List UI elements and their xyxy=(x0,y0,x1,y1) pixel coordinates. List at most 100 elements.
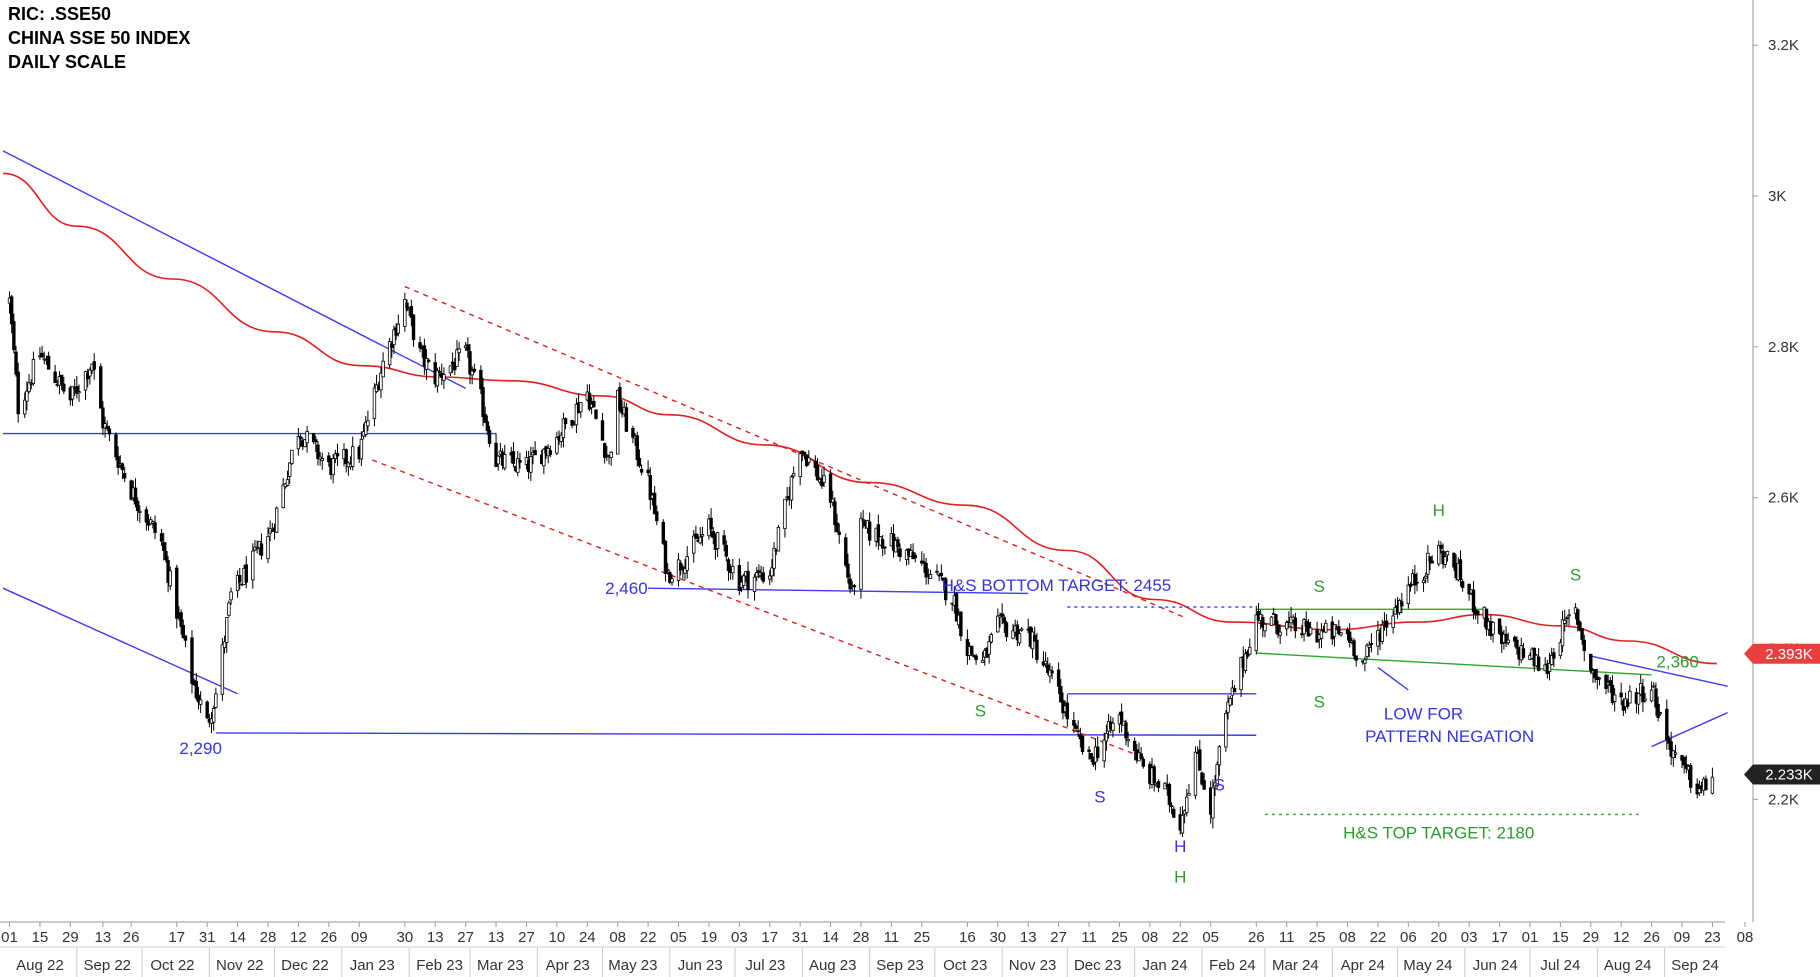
candle-body xyxy=(1413,573,1417,586)
x-day-label: 25 xyxy=(913,929,930,946)
candle-body xyxy=(1228,698,1232,706)
candle-body xyxy=(168,570,172,587)
candle-body xyxy=(1565,617,1569,620)
candle-body xyxy=(133,487,138,505)
candle-body xyxy=(833,501,837,526)
y-tick-label: 2.6K xyxy=(1768,490,1799,507)
candle-body xyxy=(190,637,194,684)
candle-body xyxy=(1363,659,1367,664)
candle-body xyxy=(737,565,742,591)
candle-body xyxy=(1408,584,1413,587)
chart-annotation: PATTERN NEGATION xyxy=(1365,727,1534,746)
candle-body xyxy=(405,302,409,309)
chart-annotation: LOW FOR xyxy=(1384,704,1463,723)
candle-body xyxy=(162,542,166,551)
candle-body xyxy=(1560,619,1565,647)
candle-body xyxy=(1580,628,1584,640)
candle-body xyxy=(1119,711,1124,725)
x-day-label: 09 xyxy=(351,929,368,946)
channel-upper xyxy=(404,285,1188,620)
candle-body xyxy=(225,617,229,643)
candle-body xyxy=(741,575,746,586)
x-day-label: 14 xyxy=(229,929,246,946)
x-day-label: 29 xyxy=(62,929,79,946)
candle-body xyxy=(694,533,698,539)
price-tag-background xyxy=(1744,764,1820,785)
candle-body xyxy=(1104,733,1109,742)
candle-body xyxy=(1276,624,1280,635)
candle-body xyxy=(559,434,563,442)
candle-body xyxy=(1656,703,1660,718)
candle-body xyxy=(483,414,487,423)
candle-body xyxy=(943,578,948,601)
candle-body xyxy=(1254,614,1258,652)
candle-body xyxy=(314,439,318,443)
candle-body xyxy=(848,578,852,590)
candle-body xyxy=(214,693,218,708)
candle-body xyxy=(1636,693,1641,705)
candle-body xyxy=(837,531,841,536)
x-month-label: Sep 23 xyxy=(876,957,924,974)
x-day-label: 08 xyxy=(1339,929,1356,946)
candle-body xyxy=(1263,623,1267,632)
candle-body xyxy=(685,556,689,571)
candle-body xyxy=(1017,633,1022,644)
candle-body xyxy=(652,492,657,515)
candle-body xyxy=(366,420,370,427)
candle-body xyxy=(1211,787,1215,819)
wedge-upper xyxy=(1590,655,1728,687)
candle-body xyxy=(996,615,1000,633)
x-day-label: 06 xyxy=(1400,929,1417,946)
candle-body xyxy=(138,511,142,513)
candle-body xyxy=(822,475,826,483)
support-2460 xyxy=(648,587,1029,595)
candle-body xyxy=(959,611,963,637)
candle-body xyxy=(251,550,255,581)
candle-body xyxy=(1652,685,1656,688)
candle-body xyxy=(989,634,993,643)
candle-body xyxy=(1339,632,1343,636)
candle-body xyxy=(605,454,609,457)
candle-body xyxy=(726,559,731,572)
candle-body xyxy=(898,548,902,558)
candle-body xyxy=(1224,713,1228,748)
candle-body xyxy=(876,524,881,543)
candle-body xyxy=(1284,622,1289,630)
candle-body xyxy=(896,539,900,548)
candle-body xyxy=(1593,669,1597,679)
candle-body xyxy=(698,536,702,544)
candle-body xyxy=(1132,740,1137,752)
candle-body xyxy=(846,563,850,578)
candle-body xyxy=(1515,639,1519,649)
candle-body xyxy=(1445,550,1450,556)
y-tick-label: 3.2K xyxy=(1768,37,1799,54)
candle-body xyxy=(88,369,92,377)
candle-body xyxy=(83,371,88,391)
x-day-label: 10 xyxy=(549,929,566,946)
x-day-label: 13 xyxy=(1020,929,1037,946)
candle-body xyxy=(561,418,566,439)
candle-body xyxy=(665,569,670,571)
x-day-label: 27 xyxy=(1050,929,1067,946)
candle-body xyxy=(1365,644,1369,657)
candle-body xyxy=(479,369,483,390)
x-month-label: Apr 24 xyxy=(1341,957,1385,974)
candle-body xyxy=(468,351,472,375)
x-day-label: 15 xyxy=(1552,929,1569,946)
candle-body xyxy=(752,576,757,592)
candle-body xyxy=(1302,619,1306,635)
candle-body xyxy=(1035,639,1039,660)
x-day-label: 17 xyxy=(168,929,185,946)
candle-body xyxy=(396,323,401,334)
candle-body xyxy=(229,591,233,601)
candle-body xyxy=(987,641,991,655)
candle-body xyxy=(175,567,179,619)
x-month-label: Jun 23 xyxy=(678,957,723,974)
candle-body xyxy=(724,544,728,557)
candle-body xyxy=(1089,752,1093,760)
candle-body xyxy=(637,458,642,467)
candle-body xyxy=(25,390,29,402)
candle-body xyxy=(618,386,622,411)
candle-body xyxy=(1096,746,1100,758)
